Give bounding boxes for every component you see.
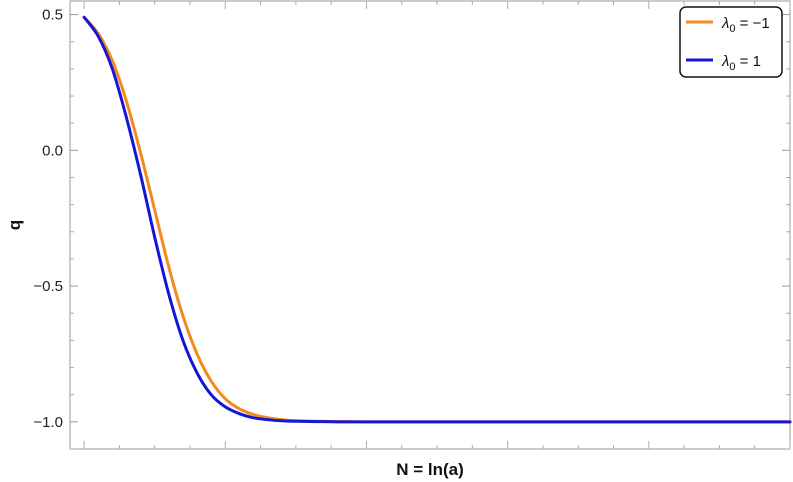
x-axis-ticks — [83, 1, 791, 449]
y-tick-label: −0.5 — [33, 278, 63, 295]
plot-frame — [69, 0, 791, 450]
y-axis-title: q — [5, 220, 24, 230]
x-axis-title: N = ln(a) — [396, 460, 464, 479]
series-layer — [82, 15, 792, 424]
legend-label-series-1: λ0 = −1 — [721, 15, 770, 35]
legend: λ0 = −1 λ0 = 1 — [679, 6, 783, 78]
series-line-2 — [82, 15, 792, 424]
y-tick-label: −1.0 — [33, 414, 63, 431]
legend-label-series-2: λ0 = 1 — [721, 53, 761, 73]
y-tick-label: 0.0 — [42, 142, 63, 159]
y-axis-ticks: 0.5 0.0 −0.5 −1.0 — [33, 7, 790, 450]
y-tick-label: 0.5 — [42, 7, 63, 24]
